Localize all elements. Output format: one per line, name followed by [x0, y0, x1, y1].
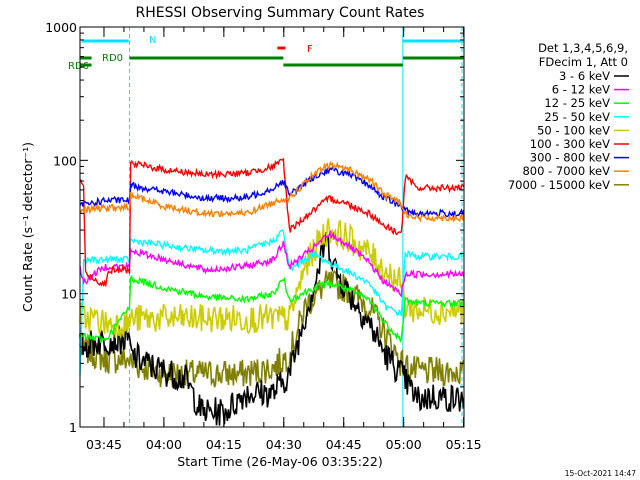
series-line-4	[79, 218, 465, 339]
x-tick-label: 03:45	[86, 437, 122, 452]
series-line-2	[79, 274, 465, 344]
y-tick-label: 1000	[45, 20, 77, 35]
y-tick-label: 10	[61, 287, 77, 302]
series-line-7	[79, 160, 465, 223]
rd6-label: RD6	[68, 61, 89, 72]
x-tick-label: 05:00	[386, 437, 422, 452]
legend-label: 3 - 6 keV	[559, 69, 610, 83]
series-line-3	[79, 229, 465, 376]
y-tick-label: 100	[53, 153, 77, 168]
legend-header-line-1: Det 1,3,4,5,6,9,	[538, 41, 628, 55]
x-tick-label: 04:45	[326, 437, 362, 452]
night-label: N	[149, 35, 156, 46]
y-tick-label: 1	[69, 420, 77, 435]
legend-label: 7000 - 15000 keV	[508, 178, 610, 192]
plot-frame	[79, 26, 465, 428]
series-line-5	[79, 157, 465, 288]
legend-label: 6 - 12 keV	[552, 83, 610, 97]
rd0-label: RD0	[102, 53, 123, 64]
legend-label: 12 - 25 keV	[544, 96, 610, 110]
series-line-0	[79, 232, 465, 426]
chart-title: RHESSI Observing Summary Count Rates	[136, 5, 425, 21]
y-axis: 1 10 100 1000	[45, 20, 464, 435]
legend-header-line-2: FDecim 1, Att 0	[539, 55, 628, 69]
flare-label: F	[307, 44, 313, 55]
timestamp: 15-Oct-2021 14:47	[565, 469, 636, 478]
x-tick-label: 04:30	[266, 437, 302, 452]
series-line-1	[79, 229, 465, 298]
x-tick-label: 04:00	[146, 437, 182, 452]
legend-label: 50 - 100 keV	[537, 123, 610, 137]
legend-label: 100 - 300 keV	[530, 137, 610, 151]
x-axis: 03:45 04:00 04:15 04:30 04:45 05:00 05:15	[86, 27, 482, 452]
legend-label: 300 - 800 keV	[530, 151, 610, 165]
x-axis-label: Start Time (26-May-06 03:35:22)	[177, 454, 382, 469]
x-tick-label: 04:15	[206, 437, 242, 452]
legend-label: 800 - 7000 keV	[522, 164, 610, 178]
x-tick-label: 05:15	[446, 437, 482, 452]
y-axis-label: Count Rate (s⁻¹ detector⁻¹)	[20, 142, 35, 312]
legend-label: 25 - 50 keV	[544, 110, 610, 124]
series-layer	[79, 157, 465, 426]
series-line-6	[79, 166, 465, 219]
